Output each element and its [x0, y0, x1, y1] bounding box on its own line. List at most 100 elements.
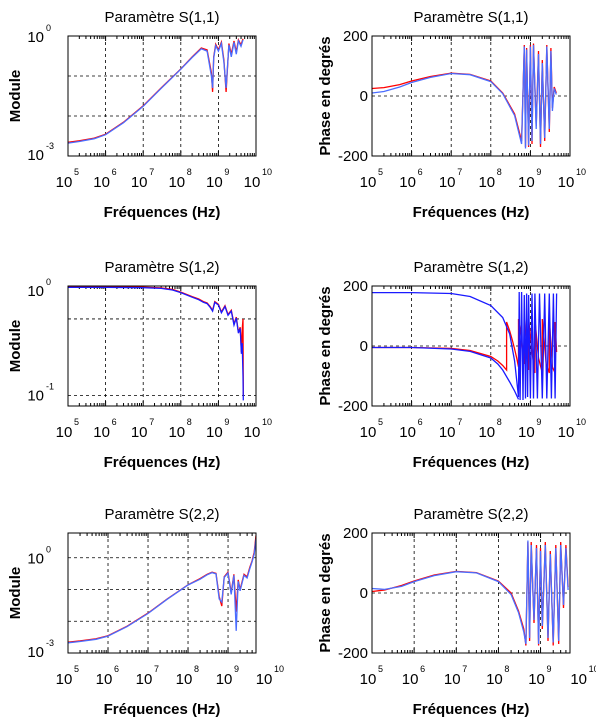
svg-text:10: 10	[439, 174, 456, 191]
series-line-1	[372, 44, 557, 149]
plot-frame	[67, 285, 257, 407]
x-tick-label: 107	[444, 664, 467, 688]
chart-mag11: Paramètre S(1,1)Fréquences (Hz)Module105…	[7, 9, 272, 221]
x-tick-label: 105	[56, 167, 79, 191]
chart-title: Paramètre S(2,2)	[413, 506, 528, 523]
svg-text:-3: -3	[46, 638, 54, 648]
chart-title: Paramètre S(1,2)	[104, 259, 219, 276]
x-tick-label: 108	[486, 664, 509, 688]
x-tick-label: 109	[528, 664, 551, 688]
plot-frame	[371, 285, 571, 407]
svg-text:10: 10	[256, 671, 273, 688]
x-tick-label: 106	[399, 167, 422, 191]
svg-text:6: 6	[112, 417, 117, 427]
svg-text:10: 10	[439, 424, 456, 441]
svg-text:7: 7	[457, 417, 462, 427]
x-tick-label: 105	[360, 664, 383, 688]
svg-text:10: 10	[399, 174, 416, 191]
y-axis-label: Module	[7, 320, 24, 373]
y-axis-label: Module	[7, 70, 24, 123]
chart-ph11: Paramètre S(1,1) Fréquences (Hz) Phase en …	[317, 9, 586, 221]
svg-text:8: 8	[504, 664, 509, 674]
svg-text:10: 10	[262, 167, 272, 177]
svg-text:0: 0	[46, 277, 51, 287]
svg-text:10: 10	[478, 174, 495, 191]
chart-title: Paramètre S(1,1)	[104, 9, 219, 26]
x-tick-label: 107	[131, 417, 154, 441]
svg-text:10: 10	[27, 644, 44, 661]
x-tick-label: 108	[168, 167, 191, 191]
svg-text:10: 10	[528, 671, 545, 688]
svg-text:10: 10	[27, 29, 44, 46]
x-tick-label: 108	[478, 167, 501, 191]
y-tick-label: -200	[338, 645, 368, 662]
svg-text:10: 10	[93, 174, 110, 191]
svg-text:0: 0	[360, 88, 368, 105]
svg-text:10: 10	[558, 174, 575, 191]
svg-text:0: 0	[46, 23, 51, 33]
svg-text:9: 9	[224, 167, 229, 177]
x-tick-label: 107	[439, 167, 462, 191]
svg-text:8: 8	[187, 167, 192, 177]
svg-text:7: 7	[462, 664, 467, 674]
x-tick-label: 106	[93, 167, 116, 191]
svg-text:0: 0	[360, 585, 368, 602]
y-axis-label: Phase en degrés	[317, 36, 334, 155]
x-axis-label: Fréquences (Hz)	[413, 454, 530, 471]
y-tick-label: 10-3	[27, 141, 54, 164]
svg-text:200: 200	[343, 525, 368, 542]
x-tick-label: 105	[360, 417, 383, 441]
svg-text:10: 10	[274, 664, 284, 674]
svg-text:10: 10	[56, 174, 73, 191]
svg-text:10: 10	[576, 167, 586, 177]
svg-text:10: 10	[478, 424, 495, 441]
y-axis-label: Module	[7, 567, 24, 620]
svg-text:10: 10	[244, 174, 261, 191]
y-tick-label: 10-1	[27, 381, 54, 404]
svg-text:-200: -200	[338, 398, 368, 415]
plot-frame	[371, 532, 571, 654]
svg-text:10: 10	[518, 424, 535, 441]
series-line-1	[68, 286, 244, 401]
svg-text:8: 8	[187, 417, 192, 427]
x-tick-label: 109	[518, 417, 541, 441]
plot-frame	[67, 35, 257, 157]
svg-text:10: 10	[486, 671, 503, 688]
svg-text:10: 10	[27, 147, 44, 164]
x-axis-label: Fréquences (Hz)	[104, 454, 221, 471]
svg-text:7: 7	[457, 167, 462, 177]
svg-text:8: 8	[497, 167, 502, 177]
svg-text:10: 10	[27, 387, 44, 404]
svg-text:9: 9	[224, 417, 229, 427]
svg-text:10: 10	[56, 671, 73, 688]
y-tick-label: 200	[343, 28, 368, 45]
svg-text:6: 6	[418, 417, 423, 427]
svg-text:5: 5	[378, 167, 383, 177]
y-tick-label: 0	[360, 585, 368, 602]
svg-text:8: 8	[194, 664, 199, 674]
svg-text:200: 200	[343, 28, 368, 45]
svg-text:0: 0	[46, 545, 51, 555]
svg-text:5: 5	[74, 664, 79, 674]
svg-text:6: 6	[112, 167, 117, 177]
svg-text:10: 10	[206, 424, 223, 441]
svg-text:10: 10	[444, 671, 461, 688]
svg-text:10: 10	[56, 424, 73, 441]
x-tick-label: 109	[518, 167, 541, 191]
svg-text:10: 10	[168, 174, 185, 191]
chart-title: Paramètre S(1,1)	[413, 9, 528, 26]
svg-text:9: 9	[547, 664, 552, 674]
chart-ph22: Paramètre S(2,2) Fréquences (Hz) Phase en …	[317, 506, 596, 718]
svg-text:7: 7	[149, 417, 154, 427]
svg-text:10: 10	[360, 424, 377, 441]
x-tick-label: 106	[96, 664, 119, 688]
x-tick-label: 108	[176, 664, 199, 688]
svg-text:10: 10	[176, 671, 193, 688]
series-line-1	[68, 38, 244, 144]
svg-text:10: 10	[262, 417, 272, 427]
